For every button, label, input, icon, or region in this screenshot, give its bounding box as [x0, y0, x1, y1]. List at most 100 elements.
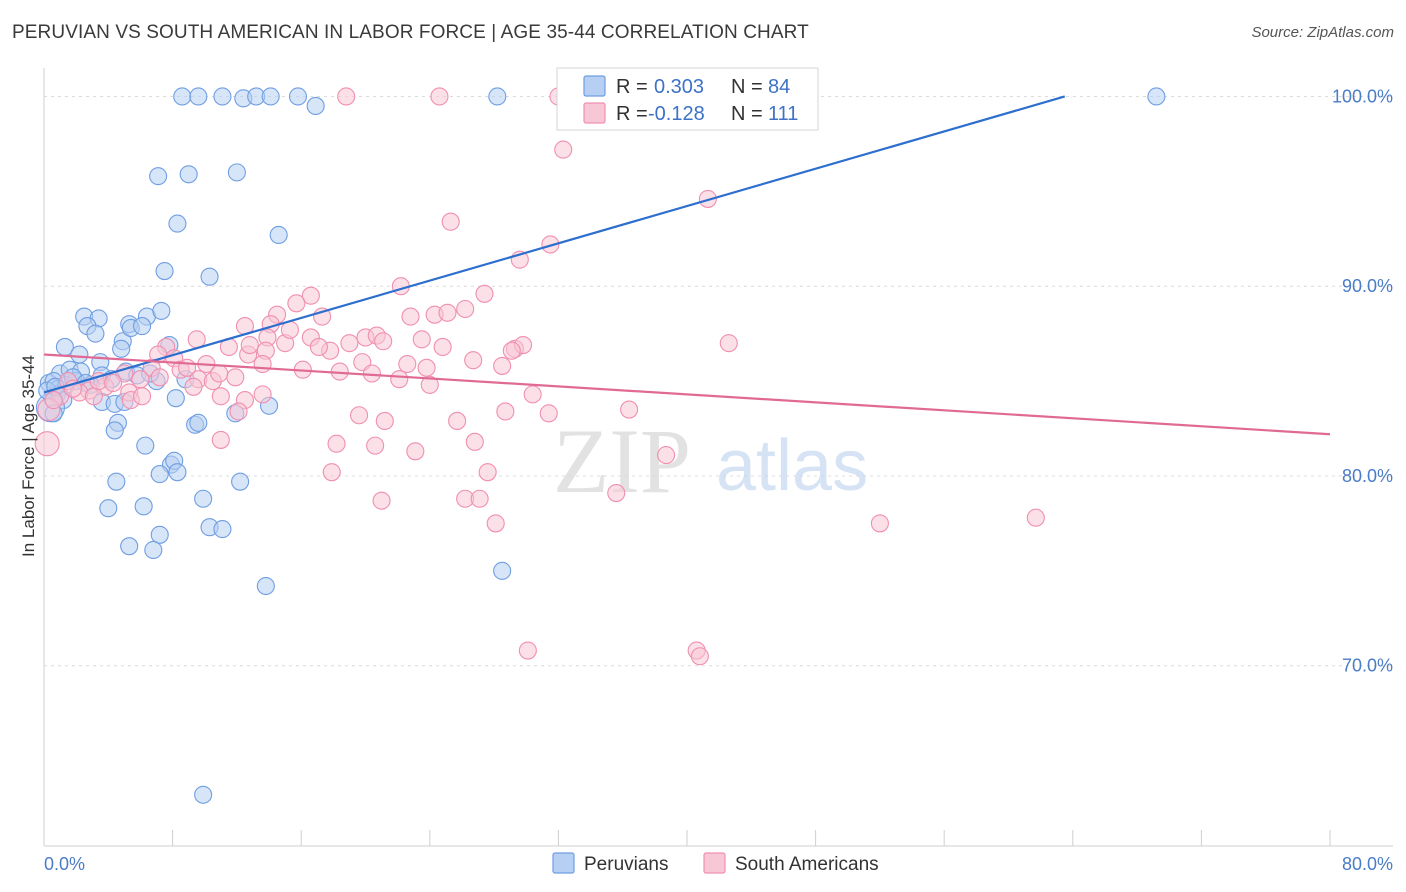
south-american-point-106 — [240, 335, 259, 355]
peruvian-point-68 — [194, 489, 213, 508]
peruvian-point-58 — [105, 421, 124, 440]
peruvian-point-66 — [107, 472, 126, 491]
south-american-point-38 — [398, 354, 417, 374]
south-american-point-41 — [502, 341, 521, 360]
south-american-point-86 — [657, 446, 676, 465]
peruvian-point-8 — [488, 87, 507, 106]
peruvian-point-16 — [200, 267, 219, 286]
south-american-point-89 — [372, 491, 391, 510]
south-american-point-49 — [390, 370, 409, 389]
legend-swatch-peruvians — [583, 75, 606, 97]
south-american-point-80 — [211, 430, 230, 449]
x-tick-label-0: 0.0% — [44, 854, 85, 874]
south-american-point-40 — [493, 356, 512, 375]
peruvian-point-2 — [213, 87, 232, 106]
x-tick-label-1: 80.0% — [1342, 854, 1393, 874]
peruvian-point-5 — [261, 87, 280, 106]
south-american-point-87 — [322, 463, 341, 482]
south-american-point-28 — [412, 330, 431, 349]
south-american-point-3 — [554, 140, 573, 159]
y-tick-label-1: 90.0% — [1342, 276, 1393, 296]
legend-n-label-1: N = — [731, 76, 763, 98]
peruvian-point-61 — [136, 436, 155, 455]
south-american-point-50 — [420, 375, 439, 394]
peruvian-point-14 — [269, 225, 288, 245]
south-american-point-16 — [438, 303, 457, 322]
source-credit: Source: ZipAtlas.com — [1251, 24, 1394, 41]
south-american-point-5 — [441, 212, 460, 231]
south-american-point-82 — [366, 436, 385, 455]
south-american-point-99 — [44, 391, 63, 410]
south-american-point-31 — [719, 334, 738, 353]
bottom-legend-swatch-south-americans — [703, 852, 726, 874]
legend-n-label-2: N = — [731, 103, 763, 125]
peruvian-point-9 — [1147, 87, 1166, 106]
south-american-point-0 — [337, 87, 356, 106]
south-american-point-9 — [475, 284, 494, 303]
south-american-point-61 — [150, 368, 169, 387]
south-american-point-75 — [620, 400, 639, 419]
south-american-point-68 — [211, 387, 230, 406]
south-american-point-81 — [327, 434, 346, 453]
watermark-atlas: atlas — [716, 426, 868, 506]
south-american-point-110 — [433, 337, 452, 356]
south-american-point-45 — [253, 354, 272, 374]
south-american-point-17 — [456, 299, 475, 319]
legend-n-value-south-americans: 111 — [768, 103, 798, 125]
peruvian-point-54 — [166, 389, 185, 408]
peruvian-point-10 — [149, 167, 168, 186]
y-axis-label: In Labor Force | Age 35-44 — [19, 355, 38, 557]
south-american-point-88 — [478, 463, 497, 482]
series-legend: Peruvians South Americans — [552, 852, 879, 875]
legend-r-label-2: R = — [616, 103, 648, 125]
south-american-point-104 — [178, 358, 197, 377]
south-american-point-73 — [496, 402, 515, 421]
peruvian-point-75 — [144, 540, 163, 560]
peruvian-point-70 — [134, 497, 153, 516]
south-american-point-14 — [401, 307, 420, 326]
south-american-point-109 — [464, 351, 483, 370]
peruvian-point-7 — [306, 96, 325, 116]
peruvian-point-78 — [194, 785, 213, 804]
south-american-point-56 — [226, 368, 245, 387]
data-points — [34, 87, 1166, 804]
peruvian-point-67 — [231, 472, 250, 491]
peruvian-point-30 — [112, 339, 131, 358]
watermark: ZIP atlas — [553, 410, 868, 512]
peruvian-point-6 — [288, 87, 308, 106]
legend-r-label-1: R = — [616, 76, 648, 98]
trend-lines — [43, 95, 1331, 436]
south-american-point-98 — [690, 647, 709, 666]
bottom-legend-label-south-americans: South Americans — [735, 854, 879, 875]
south-american-point-91 — [470, 489, 489, 508]
south-american-point-108 — [309, 337, 328, 356]
peruvian-point-64 — [150, 465, 169, 484]
peruvian-point-23 — [86, 324, 105, 343]
south-american-point-11 — [287, 294, 306, 313]
south-american-point-7 — [541, 235, 560, 254]
south-american-point-20 — [187, 330, 206, 349]
south-american-point-84 — [465, 432, 484, 451]
bottom-legend-label-peruvians: Peruvians — [584, 854, 669, 875]
peruvian-point-74 — [120, 537, 139, 556]
bottom-legend-swatch-peruvians — [552, 852, 575, 874]
legend-n-value-peruvians: 84 — [768, 76, 790, 98]
south-american-point-27 — [374, 332, 393, 351]
peruvian-point-28 — [70, 345, 89, 364]
peruvian-point-0 — [173, 87, 192, 106]
legend-swatch-south-americans — [583, 102, 606, 124]
peruvian-point-76 — [256, 576, 275, 596]
south-american-point-74 — [539, 404, 558, 423]
south-american-point-77 — [350, 406, 369, 425]
south-american-point-78 — [375, 411, 394, 430]
south-american-point-102 — [104, 373, 123, 393]
axes — [43, 68, 1393, 847]
south-american-point-95 — [1026, 508, 1045, 527]
peruvian-point-13 — [168, 214, 187, 233]
grid-lines — [44, 95, 1393, 667]
stats-legend: R = 0.303 N = 84 R = -0.128 N = 111 — [556, 67, 819, 131]
peruvian-trend-line — [43, 95, 1066, 394]
peruvian-point-69 — [99, 499, 118, 518]
south-american-point-103 — [131, 370, 150, 389]
